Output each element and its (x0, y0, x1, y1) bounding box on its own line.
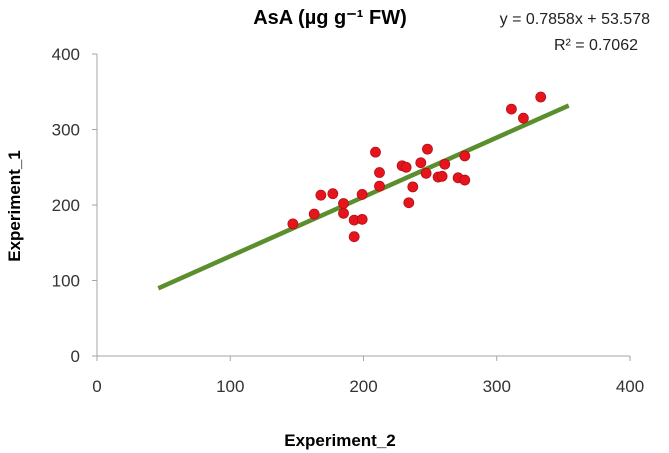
x-tick-label: 400 (616, 377, 644, 396)
y-tick-label: 0 (71, 347, 80, 366)
tick-labels: 0 100 200 300 400 0 100 200 300 400 (52, 45, 645, 396)
y-tick-label: 200 (52, 196, 80, 215)
data-point (459, 174, 471, 186)
data-point (415, 157, 427, 169)
data-point (374, 180, 385, 192)
data-point (506, 103, 517, 115)
data-point (287, 218, 299, 230)
y-tick-label: 300 (52, 121, 80, 140)
data-point (439, 158, 451, 170)
data-point (518, 112, 529, 124)
data-point (400, 161, 412, 173)
chart-title: AsA (µg g⁻¹ FW) (253, 7, 407, 29)
data-point (407, 181, 419, 193)
axes (92, 53, 631, 361)
x-axis-title: Experiment_2 (284, 431, 396, 450)
x-tick-label: 100 (216, 377, 244, 396)
y-tick-label: 100 (52, 272, 80, 291)
data-point (338, 207, 349, 219)
x-tick-label: 200 (349, 377, 377, 396)
data-point (459, 150, 471, 162)
r-squared-label: R² = 0.7062 (554, 37, 638, 54)
y-axis-title: Experiment_1 (5, 150, 24, 262)
x-tick-label: 0 (92, 377, 101, 396)
data-points (287, 91, 547, 243)
data-point (403, 197, 415, 209)
data-point (308, 208, 320, 220)
data-point (436, 170, 448, 182)
data-point (374, 167, 385, 178)
data-point (370, 146, 381, 158)
data-point (422, 143, 433, 155)
data-point (338, 198, 349, 209)
data-point (315, 189, 327, 201)
data-point (327, 188, 339, 200)
x-tick-label: 300 (483, 377, 511, 396)
data-point (535, 91, 547, 103)
y-tick-label: 400 (52, 45, 80, 64)
trendline-equation: y = 0.7858x + 53.578 (500, 11, 650, 28)
data-point (348, 231, 360, 243)
data-point (356, 189, 368, 200)
data-point (420, 167, 432, 179)
data-point (356, 213, 368, 225)
